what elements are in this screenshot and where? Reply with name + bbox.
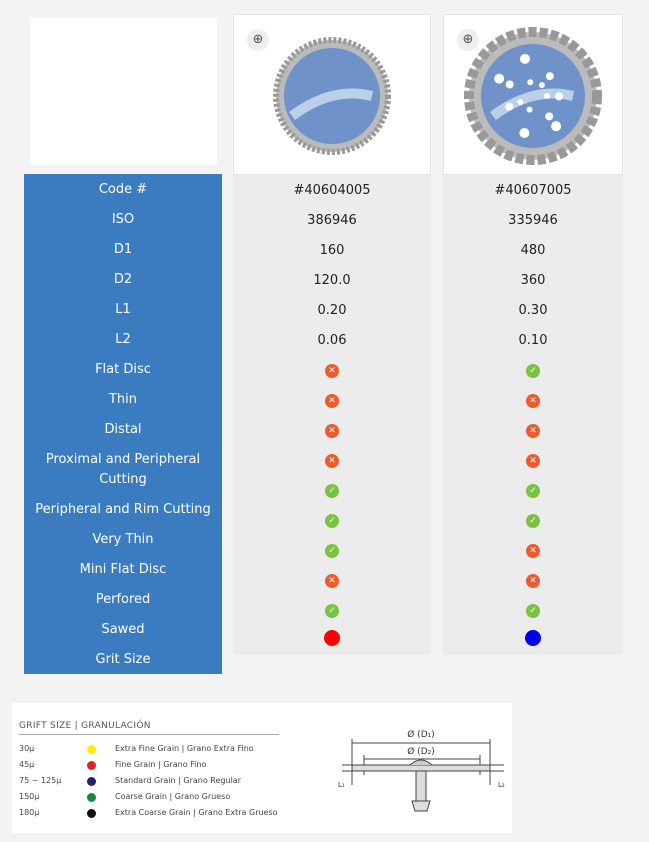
row-label: Thin: [108, 392, 138, 407]
grit-swatch: [87, 777, 96, 786]
cell-value: 480: [520, 243, 546, 258]
check-icon: ✓: [325, 514, 339, 528]
grit-dot: [525, 630, 541, 646]
row-label: Proximal and Peripheral Cutting: [45, 452, 201, 487]
grit-name: Standard Grain | Grano Regular: [115, 776, 241, 785]
cell-value: 120.0: [313, 273, 351, 288]
product-image[interactable]: [463, 26, 603, 166]
cross-icon: ✕: [325, 394, 339, 408]
row-label: ISO: [111, 212, 135, 227]
row-label: Code #: [98, 182, 148, 197]
row-label: Flat Disc: [95, 362, 151, 377]
zoom-icon[interactable]: ⊕: [457, 29, 479, 51]
row-label: Mini Flat Disc: [79, 562, 167, 577]
grit-name: Fine Grain | Grano Fino: [115, 760, 207, 769]
legend-title: GRIFT SIZE | GRANULACIÓN: [19, 721, 151, 731]
label-column: [24, 174, 222, 674]
row-label: D1: [113, 242, 133, 257]
d2-label: Ø (D₂): [407, 746, 435, 757]
grit-size: 30μ: [19, 744, 35, 753]
cross-icon: ✕: [325, 364, 339, 378]
grit-dot: [324, 630, 340, 646]
grit-swatch: [87, 745, 96, 754]
check-icon: ✓: [325, 484, 339, 498]
check-icon: ✓: [526, 484, 540, 498]
cell-value: 0.06: [317, 333, 347, 348]
cell-value: 360: [520, 273, 546, 288]
cross-icon: ✕: [325, 424, 339, 438]
cell-value: 335946: [508, 213, 558, 228]
zoom-icon[interactable]: ⊕: [247, 29, 269, 51]
cross-icon: ✕: [526, 394, 540, 408]
check-icon: ✓: [325, 604, 339, 618]
cross-icon: ✕: [325, 454, 339, 468]
l2-label: L₂: [498, 781, 505, 789]
grit-size: 75 ~ 125μ: [19, 776, 62, 785]
row-label: Grit Size: [95, 652, 151, 667]
cell-value: 386946: [307, 213, 357, 228]
grit-size: 150μ: [19, 792, 40, 801]
row-label: Very Thin: [92, 532, 154, 547]
cross-icon: ✕: [526, 454, 540, 468]
grit-size: 180μ: [19, 808, 40, 817]
cross-icon: ✕: [526, 544, 540, 558]
row-label: Perfored: [95, 592, 151, 607]
blank-box: [30, 18, 217, 165]
cell-value: 0.10: [518, 333, 548, 348]
l1-label: L₁: [338, 781, 345, 789]
product-image[interactable]: [262, 26, 402, 166]
check-icon: ✓: [526, 604, 540, 618]
legend-box: GRIFT SIZE | GRANULACIÓN Ø (D₁) Ø (D₂) L…: [12, 703, 512, 833]
cross-icon: ✕: [526, 574, 540, 588]
cross-icon: ✕: [526, 424, 540, 438]
grit-swatch: [87, 793, 96, 802]
grit-name: Extra Coarse Grain | Grano Extra Grueso: [115, 808, 278, 817]
legend-rule: [19, 734, 279, 735]
d1-label: Ø (D₁): [407, 729, 435, 740]
cell-value: 160: [319, 243, 345, 258]
check-icon: ✓: [325, 544, 339, 558]
cell-value: 0.20: [317, 303, 347, 318]
check-icon: ✓: [526, 364, 540, 378]
grit-swatch: [87, 809, 96, 818]
row-label: Distal: [104, 422, 142, 437]
disc-diagram: Ø (D₁) Ø (D₂) L₁ L₂: [338, 729, 505, 812]
row-label: Peripheral and Rim Cutting: [35, 502, 211, 517]
cell-value: #40607005: [494, 183, 572, 198]
row-label: L1: [115, 302, 131, 317]
grit-swatch: [87, 761, 96, 770]
row-label: L2: [115, 332, 131, 347]
cross-icon: ✕: [325, 574, 339, 588]
cell-value: 0.30: [518, 303, 548, 318]
grit-name: Coarse Grain | Grano Grueso: [115, 792, 231, 801]
check-icon: ✓: [526, 514, 540, 528]
row-label: Sawed: [101, 622, 145, 637]
row-label: D2: [113, 272, 133, 287]
cell-value: #40604005: [293, 183, 371, 198]
grit-size: 45μ: [19, 760, 35, 769]
grit-name: Extra Fine Grain | Grano Extra Fino: [115, 744, 254, 753]
